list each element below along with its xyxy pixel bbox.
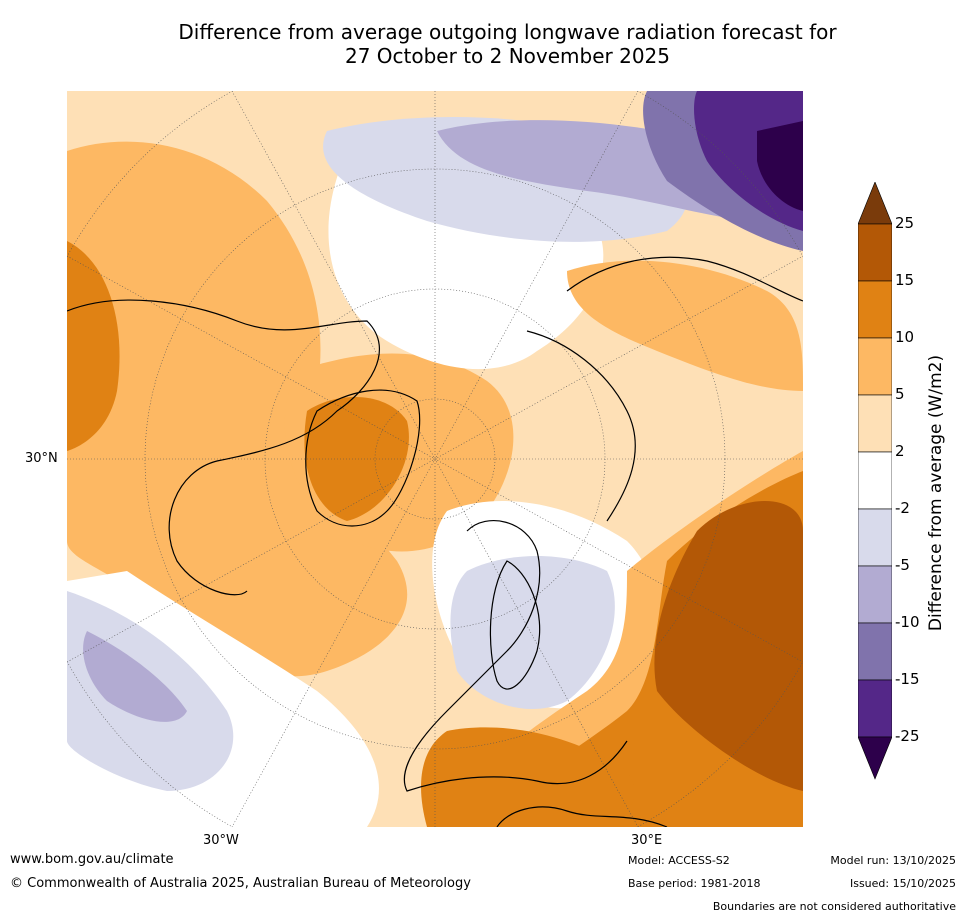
model-text: Model: ACCESS-S2 [628,854,730,867]
base-period-text: Base period: 1981-2018 [628,877,761,890]
coastline-africa [496,806,668,827]
coastline-greenland [305,389,421,527]
colorbar-tick-label: 2 [895,442,905,460]
longitude-label-30w: 30°W [203,833,239,848]
coastline-asia-arctic [526,330,636,522]
map-svg [67,91,803,827]
title-line-2: 27 October to 2 November 2025 [344,44,671,68]
disclaimer-text: Boundaries are not considered authoritat… [712,900,956,913]
coastline-europe [403,520,628,792]
graticule [67,91,803,827]
coastline-scandinavia [489,560,541,690]
colorbar-tick-label: -15 [895,670,920,688]
colorbar-tick-label: -10 [895,613,920,631]
anomaly-fill-atlantic-medium-purple [83,631,187,722]
colorbar-bin [858,451,892,510]
issued-text: Issued: 15/10/2025 [849,877,956,890]
latitude-label-30n: 30°N [25,451,58,466]
anomaly-fill-middle-east-brown [654,501,803,791]
colorbar-tick-label: 10 [895,328,915,346]
colorbar-bin [858,622,892,681]
colorbar-bin [858,280,892,339]
anomaly-fill-west-dark-orange [67,241,120,451]
anomaly-fill-siberia-deep-purple [694,91,803,231]
website-link[interactable]: www.bom.gov.au/climate [10,852,174,867]
anomaly-fill-mediterranean-dark-orange [421,727,635,827]
colorbar-tick-label: 25 [895,214,915,232]
colorbar [858,182,892,780]
colorbar-tick-label: -5 [895,556,910,574]
colorbar-bin-under [858,736,892,780]
olr-anomaly-map [67,91,803,827]
colorbar-tick-label: 15 [895,271,915,289]
colorbar-tick-label: 5 [895,385,905,403]
copyright-text: © Commonwealth of Australia 2025, Austra… [10,876,471,891]
colorbar-title: Difference from average (W/m2) [926,354,946,632]
colorbar-bin [858,394,892,453]
anomaly-fill-asia-orange [567,260,803,391]
colorbar-bin-over [858,182,892,225]
colorbar-tick-label: -25 [895,727,920,745]
anomaly-fill-greenland-dark-orange [304,397,409,521]
chart-title: Difference from average outgoing longwav… [0,20,965,68]
colorbar-bin [858,508,892,567]
model-run-text: Model run: 13/10/2025 [830,854,956,867]
anomaly-fill-na-orange [67,141,408,677]
longitude-label-30e: 30°E [631,833,663,848]
colorbar-tick-label: -2 [895,499,910,517]
coastline-north-america [67,299,380,596]
anomaly-fill-siberia-darkest-purple [757,121,803,211]
title-line-1: Difference from average outgoing longwav… [178,20,837,44]
coastline-siberia [566,256,803,302]
coastlines [67,256,803,827]
colorbar-bin [858,223,892,282]
anomaly-fill-scandinavia-light-purple [450,556,615,710]
colorbar-bin [858,337,892,396]
colorbar-bin [858,565,892,624]
colorbar-bin [858,679,892,738]
